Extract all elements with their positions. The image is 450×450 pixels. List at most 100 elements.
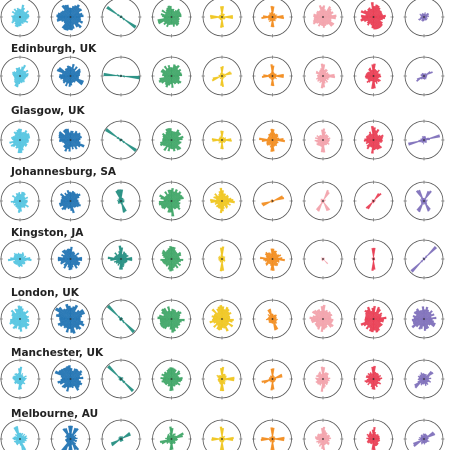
polar-wedge [159,438,172,444]
polar-wedge [19,193,26,202]
polar-wedge [221,376,227,380]
polar-center-dot [120,438,122,440]
polar-wedge [13,8,21,18]
polar-wedge [373,437,380,440]
polar-wedge [266,139,273,144]
polar-wedge [373,373,380,380]
polar-wedge [19,16,26,23]
polar-center-dot [423,75,425,77]
polar-wedge [311,310,324,320]
polar-wedge [322,435,331,440]
polar-wedge [315,70,324,77]
polar-wedge [272,196,285,202]
city-label: Edinburgh, UK [11,43,97,55]
polar-wedge [220,6,223,18]
polar-wedge [268,252,273,260]
polar-center-dot [271,378,274,380]
polar-wedge [272,254,282,260]
polar-wedge [417,378,425,381]
polar-wedge [16,7,21,18]
polar-wedge [171,75,174,88]
polar-wedge [416,200,425,212]
polar-wedge [70,372,82,380]
polar-center-dot [423,139,425,141]
polar-center-dot [221,200,223,202]
polar-wedge [410,258,425,273]
polar-wedge [116,74,122,77]
polar-wedge [272,139,278,147]
polar-wedge [19,375,27,380]
polar-wedge [266,139,273,145]
polar-wedge [70,66,78,77]
polar-wedge [70,139,81,148]
polar-wedge [272,258,275,271]
polar-wedge [317,433,324,440]
polar-wedge [70,75,76,83]
polar-wedge [171,434,183,440]
polar-wedge [114,252,122,260]
polar-wedge [171,189,178,202]
polar-wedge [216,374,223,380]
polar-center-dot [322,139,324,141]
polar-wedge [373,136,384,141]
polar-wedge [367,378,374,386]
polar-wedge [19,438,22,446]
polar-wedge [19,435,27,440]
polar-center-dot [69,16,72,18]
polar-wedge [105,128,122,141]
polar-center-dot [69,378,72,380]
polar-wedge [170,311,172,320]
polar-wedge [364,75,374,78]
polar-wedge [120,139,125,144]
polar-wedge [171,139,176,152]
polar-wedge [11,10,21,18]
polar-wedge [212,75,223,80]
polar-wedge [70,314,83,320]
polar-wedge [54,307,71,320]
polar-wedge [411,318,425,329]
polar-wedge [373,134,384,141]
polar-wedge [314,318,324,326]
polar-wedge [163,16,172,26]
polar-wedge [364,378,374,383]
polar-wedge [70,200,76,208]
polar-wedge [316,139,324,146]
polar-wedge [64,68,71,77]
polar-wedge [322,311,331,320]
polar-chart-r6-c4 [201,358,243,400]
polar-wedge [160,139,172,145]
polar-wedge [120,253,127,260]
polar-wedge [66,248,71,260]
polar-wedge [158,200,172,204]
polar-wedge [373,433,379,440]
polar-wedge [57,318,71,326]
polar-wedge [423,318,431,326]
polar-wedge [421,12,425,18]
polar-wedge [167,189,172,202]
polar-wedge [318,433,324,440]
polar-wedge [423,16,429,18]
polar-wedge [221,137,226,141]
polar-wedge [317,75,324,79]
polar-chart-r5-c0 [0,298,41,340]
polar-wedge [373,16,376,30]
polar-center-dot [69,75,72,77]
polar-wedge [267,313,273,320]
polar-wedge [319,135,324,141]
polar-wedge [322,16,329,25]
polar-wedge [62,428,71,440]
polar-chart-r3-c6 [302,180,344,222]
polar-center-dot [170,16,173,18]
polar-wedge [364,318,374,323]
polar-wedge [423,200,430,212]
polar-wedge [62,367,71,380]
polar-chart-r4-c5 [252,238,293,280]
polar-wedge [70,196,80,202]
polar-wedge [120,199,125,202]
polar-wedge [322,16,335,26]
polar-wedge [373,139,383,149]
polar-wedge [167,433,172,440]
polar-wedge [218,375,223,380]
polar-wedge [269,375,273,380]
polar-wedge [159,318,172,326]
